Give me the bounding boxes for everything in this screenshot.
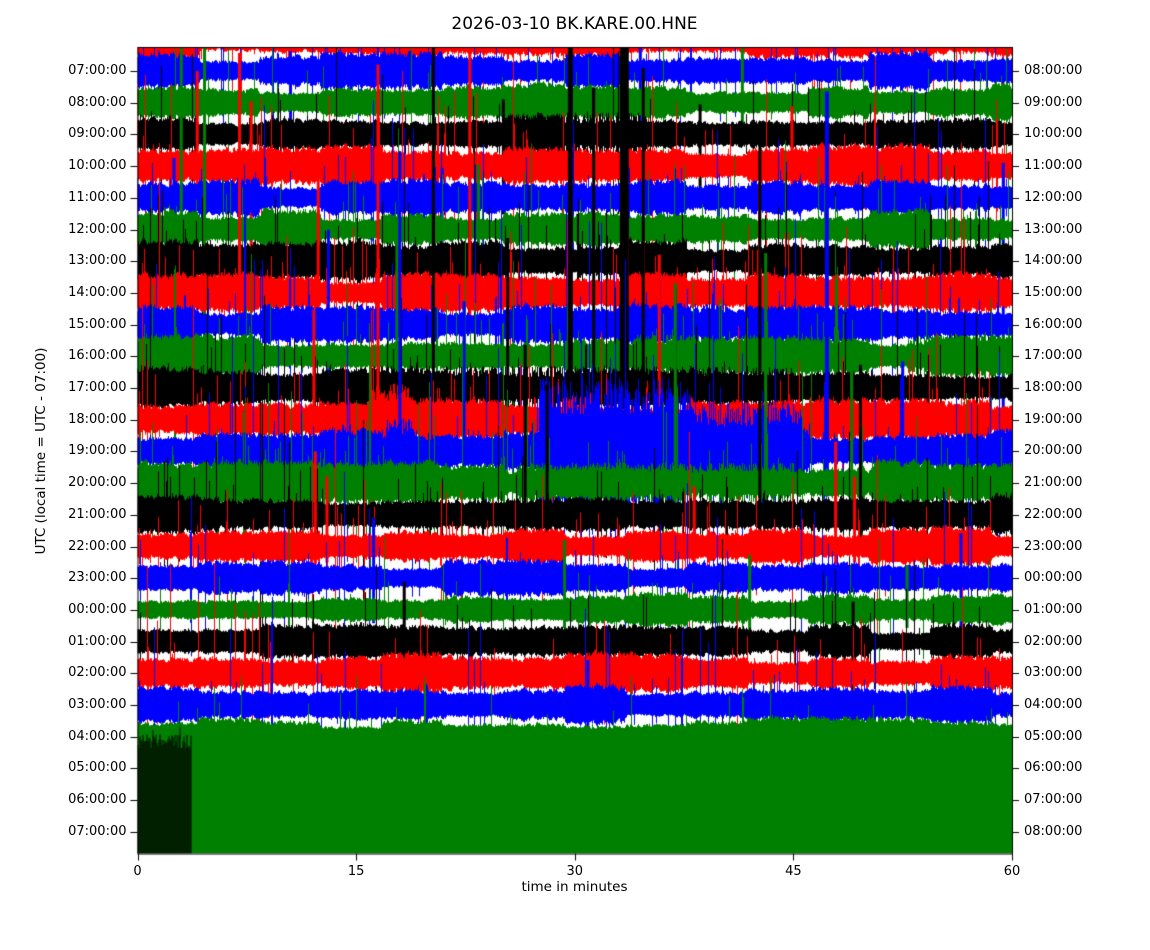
y-tick-label-right: 21:00:00	[1024, 475, 1083, 491]
y-tick-label-left: 07:00:00	[68, 823, 127, 839]
y-tick-label-left: 16:00:00	[68, 348, 127, 364]
y-tick-label-left: 01:00:00	[68, 633, 127, 649]
y-tick-label-right: 11:00:00	[1024, 158, 1083, 174]
y-tick-label-left: 15:00:00	[68, 316, 127, 332]
y-tick-label-left: 13:00:00	[68, 253, 127, 269]
y-tick-label-right: 08:00:00	[1024, 63, 1083, 78]
x-tick-label: 0	[133, 863, 142, 879]
y-tick-label-left: 06:00:00	[68, 792, 127, 808]
y-tick-label-right: 19:00:00	[1024, 411, 1083, 427]
y-tick-label-right: 22:00:00	[1024, 506, 1083, 522]
y-tick-label-left: 20:00:00	[68, 475, 127, 491]
y-tick-label-right: 01:00:00	[1024, 601, 1083, 617]
y-tick-label-right: 20:00:00	[1024, 443, 1083, 459]
y-tick-label-left: 07:00:00	[68, 63, 127, 78]
y-tick-label-left: 08:00:00	[68, 94, 127, 110]
y-tick-label-left: 04:00:00	[68, 728, 127, 744]
y-tick-label-right: 18:00:00	[1024, 380, 1083, 395]
y-tick-label-right: 06:00:00	[1024, 760, 1083, 776]
y-tick-label-left: 23:00:00	[68, 570, 127, 586]
y-tick-label-right: 07:00:00	[1024, 792, 1083, 808]
y-tick-label-left: 10:00:00	[68, 158, 127, 174]
x-tick-label: 15	[347, 863, 365, 879]
y-tick-label-right: 15:00:00	[1024, 284, 1083, 300]
y-tick-label-left: 21:00:00	[68, 506, 127, 522]
y-tick-label-left: 22:00:00	[68, 538, 127, 554]
y-tick-label-left: 03:00:00	[68, 697, 127, 712]
y-tick-label-right: 08:00:00	[1024, 823, 1083, 839]
y-tick-label-right: 13:00:00	[1024, 221, 1083, 237]
y-tick-label-right: 03:00:00	[1024, 665, 1083, 681]
y-axis-label: UTC (local time = UTC - 07:00)	[33, 347, 49, 555]
y-tick-label-left: 00:00:00	[68, 601, 127, 617]
y-tick-label-left: 09:00:00	[68, 126, 127, 142]
y-tick-label-left: 18:00:00	[68, 411, 127, 427]
y-tick-label-left: 17:00:00	[68, 380, 127, 395]
x-tick-label: 60	[1003, 863, 1021, 879]
y-tick-label-right: 14:00:00	[1024, 253, 1083, 269]
y-tick-label-right: 10:00:00	[1024, 126, 1083, 142]
x-tick-label: 45	[785, 863, 802, 879]
x-axis-label: time in minutes	[521, 879, 628, 895]
y-tick-label-right: 02:00:00	[1024, 633, 1083, 649]
y-tick-label-left: 14:00:00	[68, 284, 127, 300]
y-tick-label-right: 12:00:00	[1024, 189, 1083, 205]
y-tick-label-left: 19:00:00	[68, 443, 127, 459]
y-tick-label-left: 05:00:00	[68, 760, 127, 776]
y-tick-label-right: 04:00:00	[1024, 697, 1083, 712]
y-tick-label-right: 16:00:00	[1024, 316, 1083, 332]
y-tick-label-left: 12:00:00	[68, 221, 127, 237]
y-tick-label-left: 02:00:00	[68, 665, 127, 681]
x-tick-label: 30	[566, 863, 584, 879]
y-tick-label-right: 23:00:00	[1024, 538, 1083, 554]
chart-title: 2026-03-10 BK.KARE.00.HNE	[451, 14, 698, 34]
y-tick-label-right: 00:00:00	[1024, 570, 1083, 586]
y-tick-label-right: 05:00:00	[1024, 728, 1083, 744]
y-tick-label-right: 09:00:00	[1024, 94, 1083, 110]
y-tick-label-right: 17:00:00	[1024, 348, 1083, 364]
y-tick-label-left: 11:00:00	[68, 189, 127, 205]
